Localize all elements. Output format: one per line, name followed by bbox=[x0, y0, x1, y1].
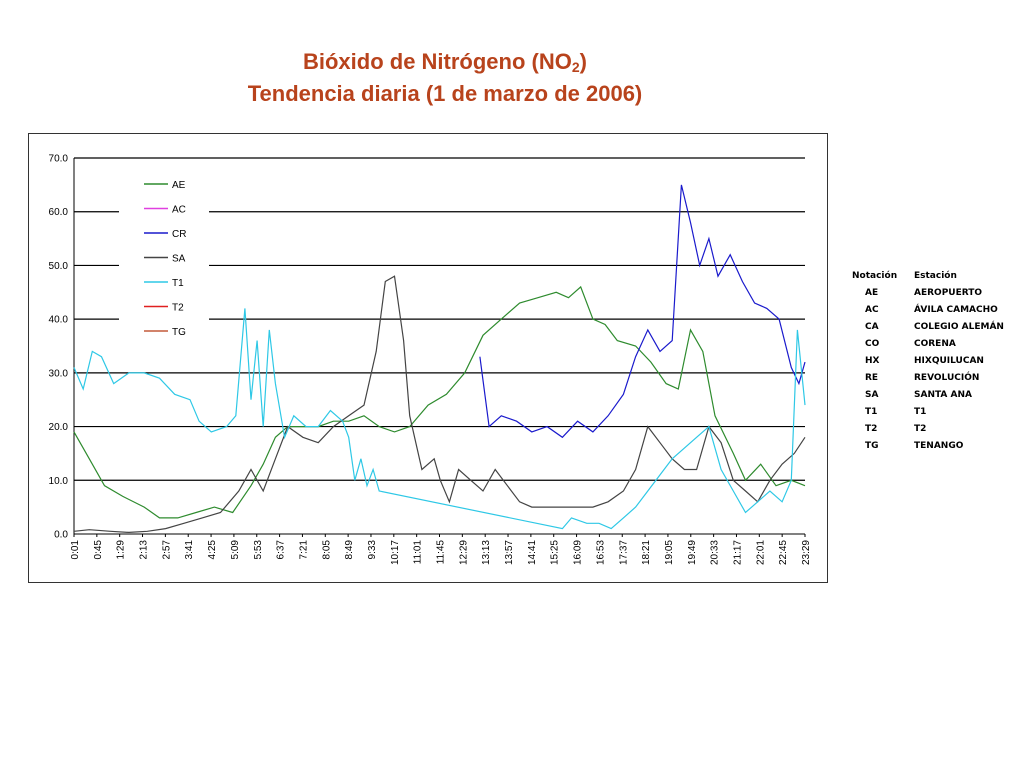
table-row: CA COLEGIO ALEMÁN bbox=[852, 318, 1004, 335]
notation-cell: T2 bbox=[865, 423, 878, 434]
x-tick-label: 2:57 bbox=[161, 540, 172, 560]
station-cell: HIXQUILUCAN bbox=[914, 355, 984, 366]
legend-label: T1 bbox=[172, 278, 184, 289]
station-cell: COLEGIO ALEMÁN bbox=[914, 321, 1004, 332]
table-row: TG TENANGO bbox=[852, 437, 1004, 454]
table-header-row: Notación Estación bbox=[852, 267, 1004, 284]
y-tick-label: 30.0 bbox=[49, 368, 69, 379]
legend-label: AC bbox=[172, 205, 186, 216]
table-row: AC ÁVILA CAMACHO bbox=[852, 301, 1004, 318]
x-tick-label: 1:29 bbox=[116, 540, 127, 560]
title-text: Bióxido de Nitrógeno (NO bbox=[302, 49, 572, 74]
notation-cell: AC bbox=[865, 304, 879, 315]
x-tick-label: 16:09 bbox=[573, 540, 584, 565]
legend-label: T2 bbox=[172, 303, 184, 314]
station-cell: T2 bbox=[914, 423, 927, 434]
x-tick-label: 19:05 bbox=[664, 540, 675, 565]
notation-cell: T1 bbox=[865, 406, 878, 417]
table-row: CO CORENA bbox=[852, 335, 1004, 352]
x-tick-label: 9:33 bbox=[367, 540, 378, 560]
table-row: T1 T1 bbox=[852, 403, 1004, 420]
x-tick-label: 16:53 bbox=[595, 540, 606, 565]
notation-cell: CA bbox=[865, 321, 879, 332]
series-line-sa bbox=[73, 275, 806, 534]
y-tick-label: 10.0 bbox=[49, 476, 69, 487]
station-legend-table: Notación Estación AE AEROPUERTO AC ÁVILA C… bbox=[852, 267, 1004, 454]
x-tick-label: 5:53 bbox=[253, 540, 264, 560]
notation-cell: HX bbox=[865, 355, 880, 366]
x-tick-label: 22:01 bbox=[755, 540, 766, 565]
series-line-t1 bbox=[73, 308, 806, 530]
x-tick-label: 13:13 bbox=[481, 540, 492, 565]
x-tick-label: 12:29 bbox=[458, 540, 469, 565]
x-tick-label: 13:57 bbox=[504, 540, 515, 565]
y-tick-label: 20.0 bbox=[49, 422, 69, 433]
x-tick-label: 6:37 bbox=[276, 540, 287, 560]
legend-label: SA bbox=[172, 254, 186, 265]
x-tick-label: 20:33 bbox=[710, 540, 721, 565]
notation-cell: CO bbox=[865, 338, 880, 349]
x-tick-label: 17:37 bbox=[618, 540, 629, 565]
legend-label: CR bbox=[172, 229, 186, 240]
title-subscript: 2 bbox=[571, 59, 580, 75]
legend-label: TG bbox=[172, 327, 186, 338]
x-tick-label: 8:05 bbox=[321, 540, 332, 560]
x-tick-label: 18:21 bbox=[641, 540, 652, 565]
x-tick-label: 19:49 bbox=[687, 540, 698, 565]
station-cell: CORENA bbox=[914, 338, 956, 349]
station-cell: AEROPUERTO bbox=[914, 287, 983, 298]
x-tick-label: 3:41 bbox=[184, 540, 195, 560]
notation-cell: AE bbox=[865, 287, 879, 298]
series-line-cr bbox=[479, 184, 806, 439]
x-tick-label: 11:45 bbox=[436, 540, 447, 565]
table-row: SA SANTA ANA bbox=[852, 386, 1004, 403]
table-row: AE AEROPUERTO bbox=[852, 284, 1004, 301]
y-tick-label: 50.0 bbox=[49, 261, 69, 272]
legend-box bbox=[119, 172, 209, 340]
chart-title-line-2: Tendencia diaria (1 de marzo de 2006) bbox=[247, 81, 643, 106]
chart-title-line-1: Bióxido de Nitrógeno (NO2) bbox=[0, 47, 890, 77]
x-tick-label: 11:01 bbox=[413, 540, 424, 565]
y-tick-label: 0.0 bbox=[54, 530, 68, 541]
legend-label: AE bbox=[172, 180, 186, 191]
line-chart: 0.0 10.0 20.0 30.0 40.0 50.0 60.0 70.0 0:01 0:45 1… bbox=[49, 154, 812, 566]
station-cell: ÁVILA CAMACHO bbox=[914, 304, 998, 315]
x-tick-label: 14:41 bbox=[527, 540, 538, 565]
station-cell: TENANGO bbox=[914, 440, 964, 451]
x-tick-label: 23:29 bbox=[801, 540, 812, 565]
x-tick-label: 21:17 bbox=[732, 540, 743, 565]
table-row: T2 T2 bbox=[852, 420, 1004, 437]
x-tick-label: 4:25 bbox=[207, 540, 218, 560]
notation-cell: SA bbox=[865, 389, 879, 400]
column-header-notation: Notación bbox=[852, 270, 898, 281]
station-cell: REVOLUCIÓN bbox=[914, 372, 980, 383]
y-tick-label: 60.0 bbox=[49, 207, 69, 218]
y-tick-label: 70.0 bbox=[49, 154, 69, 165]
chart-frame: 0.0 10.0 20.0 30.0 40.0 50.0 60.0 70.0 0:01 0:45 1… bbox=[28, 133, 828, 583]
station-cell: SANTA ANA bbox=[914, 389, 972, 400]
x-tick-label: 5:09 bbox=[230, 540, 241, 560]
y-tick-label: 40.0 bbox=[49, 315, 69, 326]
table-row: RE REVOLUCIÓN bbox=[852, 369, 1004, 386]
title-suffix: ) bbox=[579, 49, 587, 74]
x-tick-label: 0:45 bbox=[93, 540, 104, 560]
x-tick-label: 10:17 bbox=[390, 540, 401, 565]
x-tick-label: 2:13 bbox=[139, 540, 150, 560]
table-row: HX HIXQUILUCAN bbox=[852, 352, 1004, 369]
notation-cell: RE bbox=[865, 372, 879, 383]
notation-cell: TG bbox=[865, 440, 879, 451]
station-cell: T1 bbox=[914, 406, 927, 417]
series-line-ae bbox=[73, 285, 806, 519]
x-tick-label: 15:25 bbox=[550, 540, 561, 565]
x-tick-label: 0:01 bbox=[70, 540, 81, 560]
x-tick-label: 7:21 bbox=[298, 540, 309, 560]
x-tick-label: 8:49 bbox=[344, 540, 355, 560]
column-header-station: Estación bbox=[914, 270, 957, 281]
x-tick-label: 22:45 bbox=[778, 540, 789, 565]
